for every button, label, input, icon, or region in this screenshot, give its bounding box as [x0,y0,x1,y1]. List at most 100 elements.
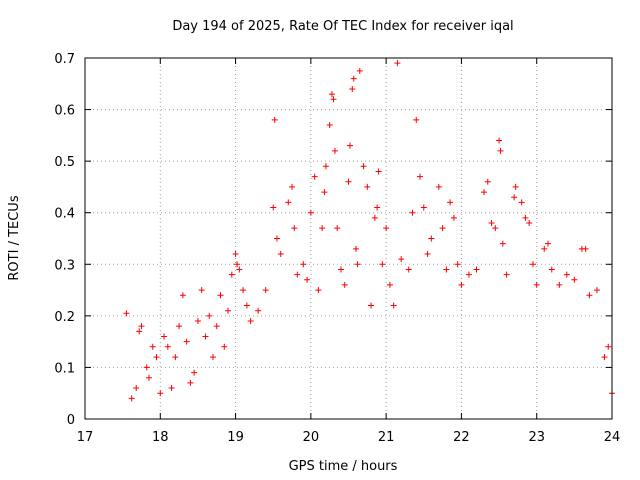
data-point [458,281,465,288]
data-point [176,323,183,330]
x-tick-label: 17 [77,430,94,445]
data-point [271,116,278,123]
y-tick-label: 0 [67,413,75,428]
data-point [511,194,518,201]
data-point [307,209,314,216]
data-point [526,220,533,227]
data-point [398,256,405,263]
data-point [541,245,548,252]
data-point [262,287,269,294]
data-point [328,91,335,98]
data-point [161,333,168,340]
data-point [234,261,241,268]
data-point [374,204,381,211]
x-tick-label: 23 [528,430,545,445]
data-point [330,96,337,103]
plot-frame [84,57,613,420]
y-tick-label: 0.2 [54,310,75,325]
data-point [586,292,593,299]
data-point [221,343,228,350]
data-point [492,225,499,232]
data-point [179,292,186,299]
y-tick-label: 0.7 [54,52,75,67]
data-point [149,343,156,350]
data-point [133,385,140,392]
data-point [593,287,600,294]
y-tick-label: 0.5 [54,155,75,170]
data-point [168,385,175,392]
grid-lines [85,58,612,419]
data-point [522,214,529,221]
data-point [545,240,552,247]
data-point [291,225,298,232]
data-point [424,250,431,257]
data-point [236,266,243,273]
data-point [371,214,378,221]
data-point [405,266,412,273]
data-point [321,189,328,196]
data-point [326,122,333,129]
data-point [563,271,570,278]
data-point [450,214,457,221]
data-point [353,245,360,252]
data-point [285,199,292,206]
data-point [473,266,480,273]
data-point [435,183,442,190]
data-point [354,261,361,268]
data-point [153,354,160,361]
y-tick-label: 0.6 [54,104,75,119]
x-tick-label: 19 [227,430,244,445]
data-point [164,343,171,350]
data-point [289,183,296,190]
axis-ticks: 17 18 19 20 21 22 23 24 0 0.1 0.2 0.3 0.4 0.5 0.6 0.7 [54,52,620,445]
data-point [533,281,540,288]
data-point [601,354,608,361]
data-point [198,287,205,294]
data-point [247,318,254,325]
y-axis-label: ROTI / TECUs [7,195,22,280]
data-point [206,312,213,319]
y-tick-label: 0.3 [54,258,75,273]
data-point [145,374,152,381]
data-point [255,307,262,314]
data-point [571,276,578,283]
data-point [465,271,472,278]
y-tick-label: 0.1 [54,361,75,376]
data-point [138,323,145,330]
data-point [394,60,401,67]
data-point [337,266,344,273]
data-point [240,287,247,294]
y-tick-label: 0.4 [54,207,75,222]
x-tick-label: 22 [453,430,470,445]
data-point [128,395,135,402]
data-point [481,189,488,196]
data-point [350,75,357,82]
data-point [503,271,510,278]
data-point [518,199,525,206]
data-point [349,85,356,92]
data-point [209,354,216,361]
data-point [356,67,363,74]
data-point [428,235,435,242]
data-point [243,302,250,309]
data-point [270,204,277,211]
data-point [187,379,194,386]
data-point [454,261,461,268]
data-point [375,168,382,175]
data-point [497,147,504,154]
data-point [383,225,390,232]
data-point [232,250,239,257]
data-point [304,276,311,283]
data-point [183,338,190,345]
data-point [443,266,450,273]
data-point [360,163,367,170]
data-point [217,292,224,299]
data-point [277,250,284,257]
x-tick-label: 24 [604,430,621,445]
data-point [273,235,280,242]
x-tick-label: 18 [152,430,169,445]
chart-title: Day 194 of 2025, Rate Of TEC Index for r… [172,19,513,34]
data-point [345,178,352,185]
data-point [368,302,375,309]
data-point [322,163,329,170]
